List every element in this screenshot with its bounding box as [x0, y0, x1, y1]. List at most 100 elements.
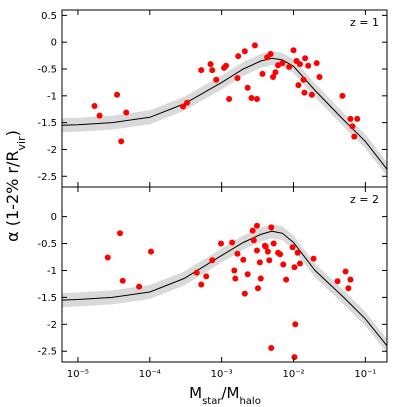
y-tick-label: -0.5 [37, 65, 57, 76]
data-point [257, 275, 264, 282]
model-band [62, 51, 387, 177]
data-point [264, 248, 271, 255]
data-point [259, 70, 266, 77]
data-point [291, 354, 298, 361]
data-point [213, 76, 220, 83]
data-point [268, 224, 275, 231]
data-point [296, 260, 303, 267]
y-label-sub: vir [15, 136, 28, 151]
plot-frame [61, 9, 388, 188]
data-point [268, 345, 275, 351]
data-point [296, 61, 303, 68]
data-point [270, 240, 277, 247]
data-point [241, 290, 248, 297]
data-point [294, 249, 301, 256]
data-point [180, 103, 187, 110]
data-point [119, 277, 126, 284]
plot-frame [61, 186, 388, 363]
data-point [91, 103, 98, 110]
y-tick-label: -2.5 [37, 347, 57, 358]
data-point [244, 271, 251, 278]
data-point [316, 74, 323, 81]
x-tick-label: 10⁻¹ [354, 369, 376, 380]
data-point [207, 61, 214, 68]
data-point [118, 138, 125, 145]
data-point [267, 50, 274, 57]
data-point [262, 243, 269, 250]
data-point [345, 285, 352, 292]
data-point [254, 285, 261, 292]
x-tick-label: 10⁻⁴ [139, 369, 161, 380]
x-axis-label: Mstar/Mhalo [189, 384, 261, 407]
data-point [104, 254, 111, 261]
data-point [253, 247, 260, 254]
data-point [136, 283, 143, 290]
y-tick-label: -0.5 [37, 239, 57, 250]
data-point [351, 133, 358, 140]
data-point [280, 261, 287, 268]
data-point [270, 74, 277, 81]
data-point [342, 268, 349, 275]
y-tick-label: -2 [47, 320, 57, 331]
y-tick-label: -1.5 [37, 293, 57, 304]
model-line [61, 230, 388, 347]
data-point [226, 96, 233, 103]
data-point [266, 257, 273, 264]
data-point [209, 257, 216, 264]
data-point [290, 47, 297, 54]
x-label-sub: halo [239, 396, 260, 407]
data-point [292, 321, 299, 328]
data-point [148, 248, 155, 255]
y-tick-label: -2 [47, 145, 57, 156]
data-point [250, 237, 257, 244]
data-point [244, 84, 251, 91]
y-label-main: α (1-2% r/R [3, 150, 22, 241]
y-axis-label: α (1-2% r/Rvir) [3, 130, 28, 242]
data-point [310, 255, 317, 262]
data-point [339, 92, 346, 99]
y-label-end: ) [3, 130, 22, 136]
data-point [249, 227, 256, 234]
data-point [218, 240, 225, 247]
panel-annotation: z = 1 [350, 16, 379, 29]
data-point [308, 91, 315, 98]
data-point [300, 76, 307, 83]
data-point [291, 264, 298, 271]
data-point [203, 273, 210, 280]
data-point [283, 276, 290, 283]
data-point [251, 42, 258, 49]
data-point [354, 115, 361, 122]
y-tick-label: 0 [51, 212, 57, 223]
data-point [198, 67, 205, 74]
y-tick-label: 0.5 [41, 11, 57, 22]
data-point [240, 256, 247, 263]
data-point [234, 75, 241, 82]
data-point [349, 123, 356, 130]
data-point [193, 269, 200, 276]
y-tick-label: -1 [47, 91, 57, 102]
data-point [223, 62, 230, 69]
x-tick-label: 10⁻⁵ [67, 369, 89, 380]
data-point [302, 55, 309, 62]
model-line [61, 57, 388, 170]
x-tick-label: 10⁻³ [211, 369, 233, 380]
data-point [279, 60, 286, 67]
model-band [62, 224, 387, 353]
data-point [248, 94, 255, 101]
data-point [123, 109, 130, 116]
data-point [301, 89, 308, 96]
data-point [277, 251, 284, 258]
y-tick-label: -2.5 [37, 172, 57, 183]
data-point [305, 62, 312, 69]
x-label-sub: star [202, 396, 222, 407]
data-point [289, 244, 296, 251]
data-point [347, 276, 354, 283]
x-tick-label: 10⁻² [283, 369, 305, 380]
data-point [96, 112, 103, 119]
data-point [232, 275, 239, 282]
data-point [234, 250, 241, 257]
data-point [229, 239, 236, 246]
data-point [295, 82, 302, 89]
data-point [313, 60, 320, 67]
data-point [231, 267, 238, 274]
